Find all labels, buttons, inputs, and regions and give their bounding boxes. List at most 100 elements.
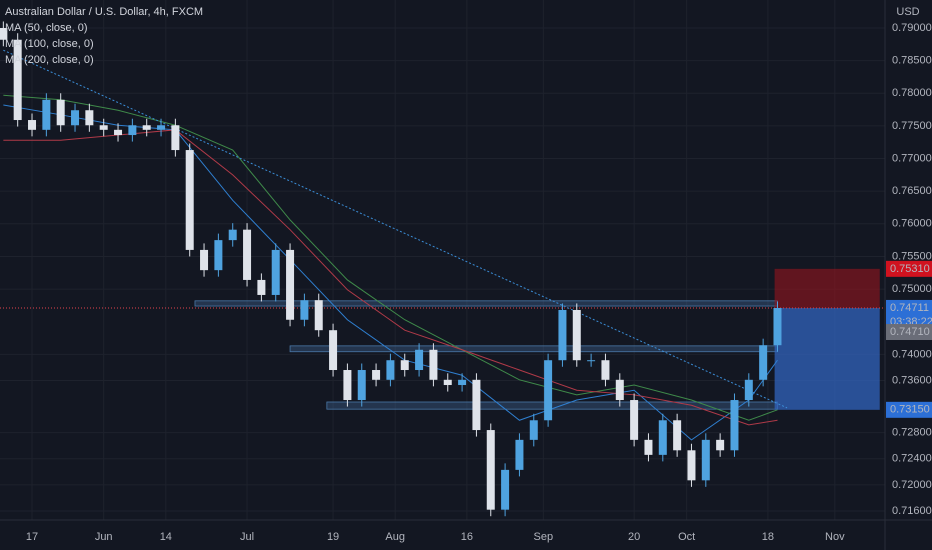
y-tick-label: 0.78500 [892, 55, 932, 67]
zone [194, 300, 778, 307]
candle-body [13, 39, 22, 121]
time-axis [0, 520, 932, 550]
legend-entry: MA (50, close, 0) [5, 22, 88, 34]
candle-body [271, 249, 280, 295]
candle-body [28, 120, 37, 130]
candle-body [228, 229, 237, 241]
candle-body [615, 379, 624, 401]
price-tag-label: 0.74710 [890, 326, 930, 338]
candle-body [673, 420, 682, 451]
candle-body [185, 150, 194, 250]
candle-body [687, 450, 696, 481]
legend-entry: MA (100, close, 0) [5, 38, 94, 50]
candle-body [157, 125, 166, 130]
candle-body [257, 279, 266, 295]
x-tick-label: 19 [327, 531, 339, 543]
chart-title: Australian Dollar / U.S. Dollar, 4h, FXC… [5, 6, 203, 18]
y-tick-label: 0.72400 [892, 453, 932, 465]
candle-body [243, 229, 252, 280]
x-tick-label: 16 [461, 531, 473, 543]
y-tick-label: 0.76500 [892, 185, 932, 197]
candle-body [372, 370, 381, 380]
candle-body [443, 379, 452, 386]
candle-body [400, 360, 409, 371]
y-tick-label: 0.75500 [892, 250, 932, 262]
candle-body [99, 125, 108, 130]
stop-zone [774, 268, 880, 309]
plot-area [0, 0, 885, 520]
x-tick-label: 20 [628, 531, 640, 543]
candle-body [515, 439, 524, 470]
candle-body [171, 125, 180, 151]
candle-body [357, 370, 366, 401]
candle-body [773, 308, 782, 346]
candle-body [529, 420, 538, 440]
y-tick-label: 0.71600 [892, 505, 932, 517]
candle-body [85, 110, 94, 126]
x-tick-label: 14 [160, 531, 172, 543]
currency: USD [896, 6, 919, 18]
candle-body [716, 439, 725, 451]
candle-body [415, 349, 424, 371]
candle-body [114, 129, 123, 136]
price-tag [886, 260, 932, 277]
y-tick-label: 0.74000 [892, 348, 932, 360]
y-tick-label: 0.79000 [892, 22, 932, 34]
candle-body [759, 345, 768, 380]
candle-body [587, 360, 596, 362]
x-tick-label: Jun [95, 531, 113, 543]
x-tick-label: Jul [240, 531, 254, 543]
y-tick-label: 0.73600 [892, 374, 932, 386]
candle-body [429, 349, 438, 380]
x-tick-label: Nov [825, 531, 845, 543]
axes: 0.79000 0.78500 0.78000 0.77500 0.77000 0.765… [26, 22, 932, 543]
candle-body [314, 300, 323, 331]
candle-body [386, 360, 395, 380]
candle-body [601, 360, 610, 380]
y-tick-label: 0.78000 [892, 87, 932, 99]
candle-body [56, 99, 65, 126]
y-tick-label: 0.72800 [892, 427, 932, 439]
y-tick-label: 0.72000 [892, 479, 932, 491]
candle-body [343, 370, 352, 401]
target-zone [774, 308, 880, 410]
candle-body [329, 330, 338, 371]
candle-body [458, 379, 467, 386]
candle-body [200, 249, 209, 271]
x-tick-label: 18 [762, 531, 774, 543]
moving-average [3, 94, 778, 421]
candle-body [486, 430, 495, 510]
x-tick-label: Sep [534, 531, 554, 543]
zone [326, 401, 778, 410]
candle-body [472, 379, 481, 431]
legend-entry: MA (200, close, 0) [5, 54, 94, 66]
y-tick-label: 0.77000 [892, 152, 932, 164]
x-tick-label: Aug [385, 531, 405, 543]
price-tag [886, 401, 932, 418]
y-tick-label: 0.75000 [892, 283, 932, 295]
candle-body [71, 110, 80, 126]
x-tick-label: 17 [26, 531, 38, 543]
candle-body [501, 469, 510, 510]
candle-body [42, 99, 51, 130]
candle-body [644, 439, 653, 455]
moving-average [3, 129, 778, 426]
price-tag-label: 0.75310 [890, 263, 930, 275]
candle-body [572, 309, 581, 361]
candle-body [142, 125, 151, 130]
y-tick-label: 0.76000 [892, 218, 932, 230]
candle-body [214, 240, 223, 271]
y-tick-label: 0.77500 [892, 120, 932, 132]
candle-body [0, 28, 8, 40]
candle-body [128, 125, 137, 136]
candle-body [730, 400, 739, 451]
x-tick-label: Oct [678, 531, 695, 543]
candle-body [544, 360, 553, 421]
candle-body [744, 379, 753, 401]
candle-body [701, 439, 710, 481]
zone [289, 345, 778, 353]
candle-body [658, 420, 667, 455]
candle-body [630, 400, 639, 440]
trendline [3, 49, 788, 409]
